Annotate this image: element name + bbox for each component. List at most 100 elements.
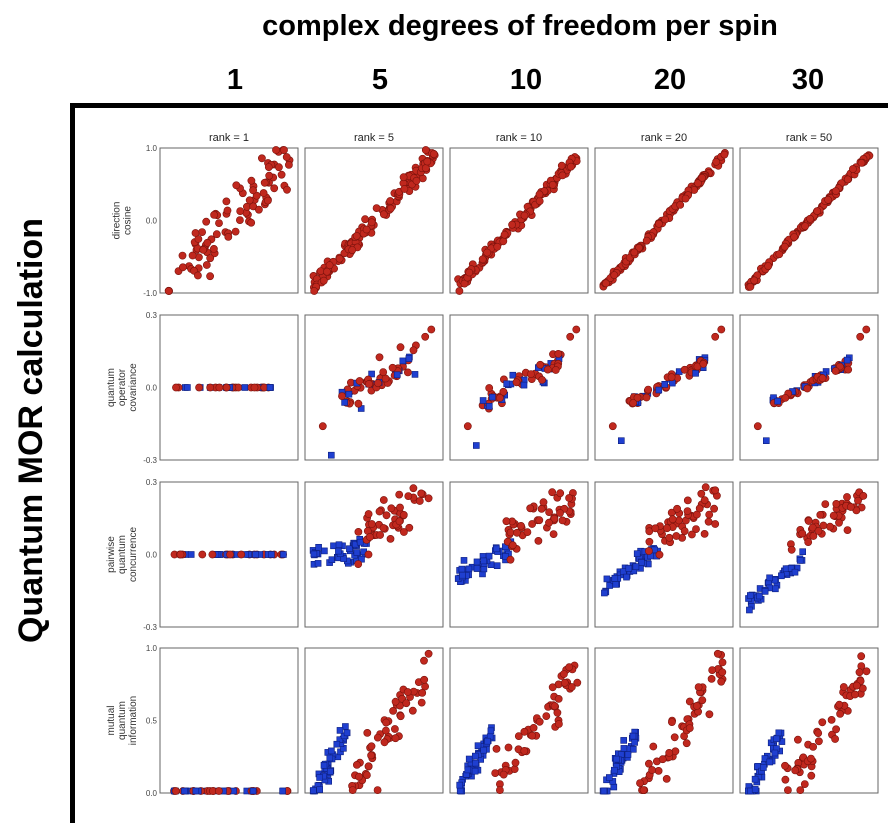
red-point <box>700 496 709 505</box>
red-point <box>683 496 692 505</box>
red-point <box>319 276 328 285</box>
blue-point <box>456 781 464 789</box>
red-point <box>694 179 702 188</box>
red-point <box>695 504 704 513</box>
blue-point <box>314 560 322 567</box>
red-point <box>558 516 567 525</box>
red-point <box>265 171 274 180</box>
red-point <box>492 745 501 753</box>
blue-point <box>787 565 795 572</box>
red-point <box>844 365 853 374</box>
red-point <box>712 157 721 166</box>
red-point <box>553 708 562 717</box>
red-point <box>417 698 426 707</box>
red-point <box>405 523 414 532</box>
red-point <box>499 387 508 396</box>
red-point <box>367 742 376 751</box>
red-point <box>630 248 639 257</box>
red-point <box>648 766 656 774</box>
red-point <box>859 491 868 500</box>
blue-point <box>625 565 633 572</box>
tick-label: 0.3 <box>146 478 158 487</box>
red-point <box>346 378 355 387</box>
red-point <box>560 670 568 678</box>
blue-point <box>459 571 466 579</box>
red-point <box>801 222 809 231</box>
panel-r3-c3 <box>449 481 589 628</box>
red-point <box>707 675 716 683</box>
red-point <box>399 511 408 519</box>
red-point <box>386 197 395 205</box>
red-point <box>421 164 430 173</box>
red-point <box>856 332 865 341</box>
blue-point <box>611 574 619 582</box>
red-point <box>814 729 823 737</box>
red-point <box>639 786 648 794</box>
blue-point <box>460 557 468 564</box>
red-point <box>352 231 361 240</box>
blue-point <box>328 747 335 755</box>
red-point <box>680 527 689 535</box>
blue-point <box>775 729 783 737</box>
red-point <box>550 514 559 523</box>
blue-point <box>346 545 353 553</box>
red-point <box>705 710 714 719</box>
red-point <box>355 377 364 385</box>
row-label-line: direction <box>112 202 123 240</box>
red-point <box>514 732 523 740</box>
red-point <box>263 196 272 205</box>
red-point <box>746 282 755 291</box>
red-point <box>851 690 859 699</box>
red-point <box>536 360 545 369</box>
column-header-1: 1 <box>226 64 244 96</box>
red-point <box>836 710 844 718</box>
red-point <box>526 504 535 513</box>
red-point <box>178 263 187 272</box>
red-point <box>542 712 551 720</box>
red-point <box>209 244 218 253</box>
red-point <box>528 520 536 528</box>
red-point <box>813 207 822 215</box>
red-point <box>400 185 409 193</box>
red-point <box>831 735 839 743</box>
panel-r3-c4 <box>594 481 734 628</box>
red-point <box>382 718 390 727</box>
red-point <box>500 230 509 239</box>
red-point <box>178 251 187 260</box>
red-point <box>257 154 266 163</box>
red-point <box>573 678 582 687</box>
red-point <box>420 656 428 665</box>
blue-point <box>661 380 669 388</box>
red-point <box>206 272 214 281</box>
blue-point <box>268 551 275 558</box>
red-point <box>367 751 375 760</box>
blue-point <box>633 550 641 558</box>
red-point <box>558 171 567 180</box>
red-point <box>374 379 382 388</box>
red-point <box>665 533 674 542</box>
red-point <box>843 175 852 184</box>
red-point <box>528 731 536 740</box>
red-point <box>831 187 840 195</box>
red-point <box>483 248 492 257</box>
red-point <box>655 550 664 559</box>
red-point <box>610 271 619 279</box>
red-point <box>784 786 792 794</box>
red-point <box>206 254 215 263</box>
blue-point <box>341 399 348 406</box>
red-point <box>794 735 802 744</box>
blue-point <box>488 393 496 401</box>
blue-point <box>791 568 799 576</box>
red-point <box>386 535 395 543</box>
red-point <box>223 206 232 215</box>
red-point <box>373 733 382 742</box>
red-point <box>718 658 727 667</box>
red-point <box>259 189 268 197</box>
red-point <box>713 649 722 658</box>
red-point <box>367 520 376 528</box>
red-point <box>171 787 180 795</box>
red-point <box>829 511 838 520</box>
blue-point <box>692 369 699 377</box>
red-point <box>523 528 532 536</box>
